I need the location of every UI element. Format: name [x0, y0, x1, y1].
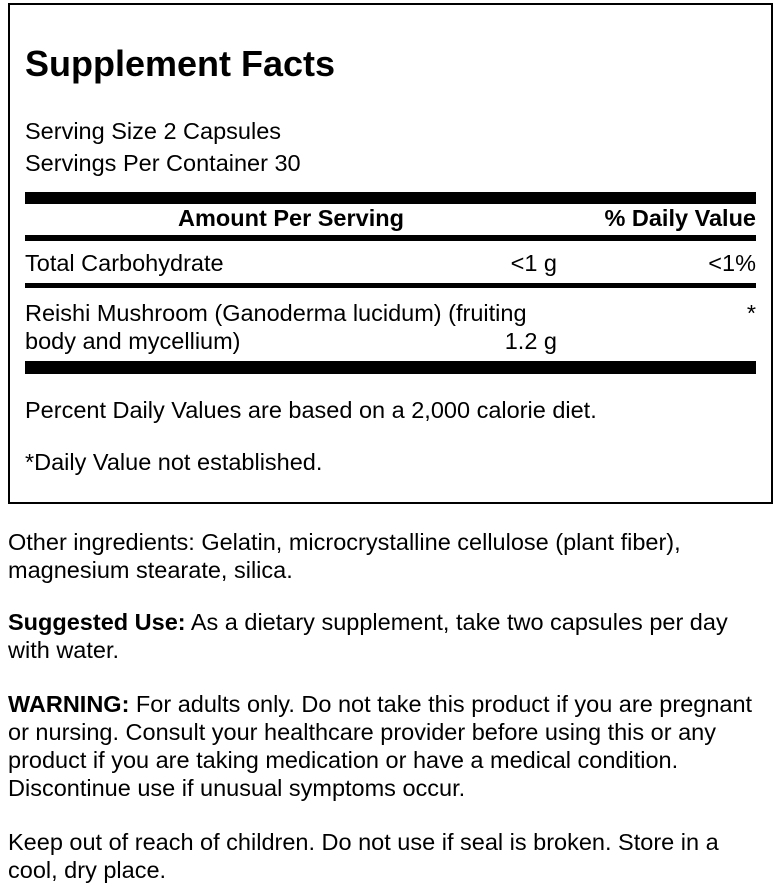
storage-text: Keep out of reach of children. Do not us… — [8, 829, 719, 883]
other-ingredients-text: Other ingredients: Gelatin, microcrystal… — [8, 529, 681, 583]
nutrient-amount: 1.2 g — [504, 328, 557, 354]
daily-values-footnote: Percent Daily Values are based on a 2,00… — [25, 397, 597, 423]
suggested-use-label: Suggested Use: — [8, 609, 186, 635]
nutrient-name: Reishi Mushroom (Ganoderma lucidum) (fru… — [25, 300, 527, 354]
asterisk-footnote: *Daily Value not established. — [25, 449, 323, 475]
amount-per-serving-header: Amount Per Serving — [178, 205, 404, 231]
divider-bar-thick-top — [25, 192, 756, 204]
warning-label: WARNING: — [8, 691, 130, 717]
nutrient-amount: <1 g — [510, 250, 557, 276]
nutrient-daily-value: <1% — [708, 250, 756, 276]
label-details-section: Other ingredients: Gelatin, microcrystal… — [8, 528, 765, 884]
supplement-facts-panel: Supplement Facts Serving Size 2 Capsules… — [8, 3, 773, 504]
table-row: Total Carbohydrate <1 g <1% — [25, 241, 756, 283]
table-header-row: Amount Per Serving % Daily Value — [25, 204, 756, 235]
divider-bar-thick-bottom — [25, 361, 756, 374]
serving-size: Serving Size 2 Capsules — [25, 118, 282, 144]
warning-paragraph: WARNING: For adults only. Do not take th… — [8, 690, 765, 802]
divider-bar-header — [25, 235, 756, 241]
panel-title: Supplement Facts — [25, 43, 336, 84]
warning-text: For adults only. Do not take this produc… — [8, 691, 753, 801]
suggested-use-text: As a dietary supplement, take two capsul… — [8, 609, 728, 663]
divider-bar-row — [25, 283, 756, 288]
suggested-use-paragraph: Suggested Use: As a dietary supplement, … — [8, 608, 765, 664]
nutrient-name: Total Carbohydrate — [25, 250, 224, 276]
servings-per-container: Servings Per Container 30 — [25, 150, 301, 176]
nutrient-daily-value: * — [746, 300, 756, 326]
daily-value-header: % Daily Value — [604, 205, 756, 231]
table-row: Reishi Mushroom (Ganoderma lucidum) (fru… — [25, 288, 756, 361]
